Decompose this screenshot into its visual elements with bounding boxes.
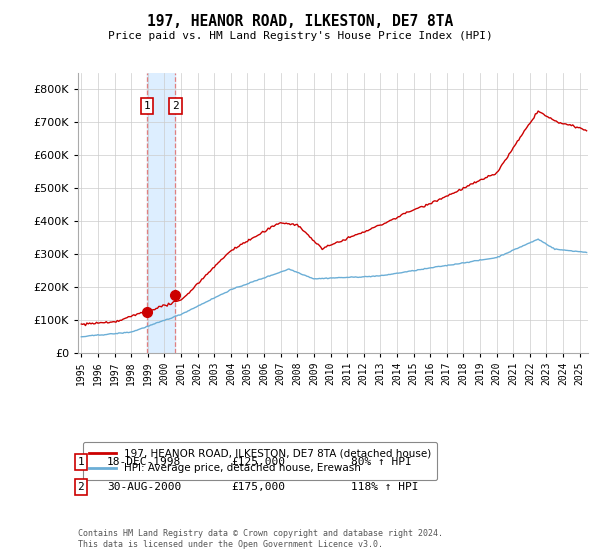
Text: 197, HEANOR ROAD, ILKESTON, DE7 8TA: 197, HEANOR ROAD, ILKESTON, DE7 8TA [147, 14, 453, 29]
Legend: 197, HEANOR ROAD, ILKESTON, DE7 8TA (detached house), HPI: Average price, detach: 197, HEANOR ROAD, ILKESTON, DE7 8TA (det… [83, 442, 437, 480]
Text: 1: 1 [77, 457, 85, 467]
Text: £175,000: £175,000 [231, 482, 285, 492]
Text: 2: 2 [77, 482, 85, 492]
Text: Price paid vs. HM Land Registry's House Price Index (HPI): Price paid vs. HM Land Registry's House … [107, 31, 493, 41]
Bar [147, 73, 175, 353]
Text: 118% ↑ HPI: 118% ↑ HPI [351, 482, 419, 492]
Text: 18-DEC-1998: 18-DEC-1998 [107, 457, 181, 467]
Text: 1: 1 [144, 101, 151, 111]
Text: Contains HM Land Registry data © Crown copyright and database right 2024.
This d: Contains HM Land Registry data © Crown c… [78, 529, 443, 549]
Text: £125,000: £125,000 [231, 457, 285, 467]
Text: 80% ↑ HPI: 80% ↑ HPI [351, 457, 412, 467]
Text: 30-AUG-2000: 30-AUG-2000 [107, 482, 181, 492]
Text: 2: 2 [172, 101, 179, 111]
